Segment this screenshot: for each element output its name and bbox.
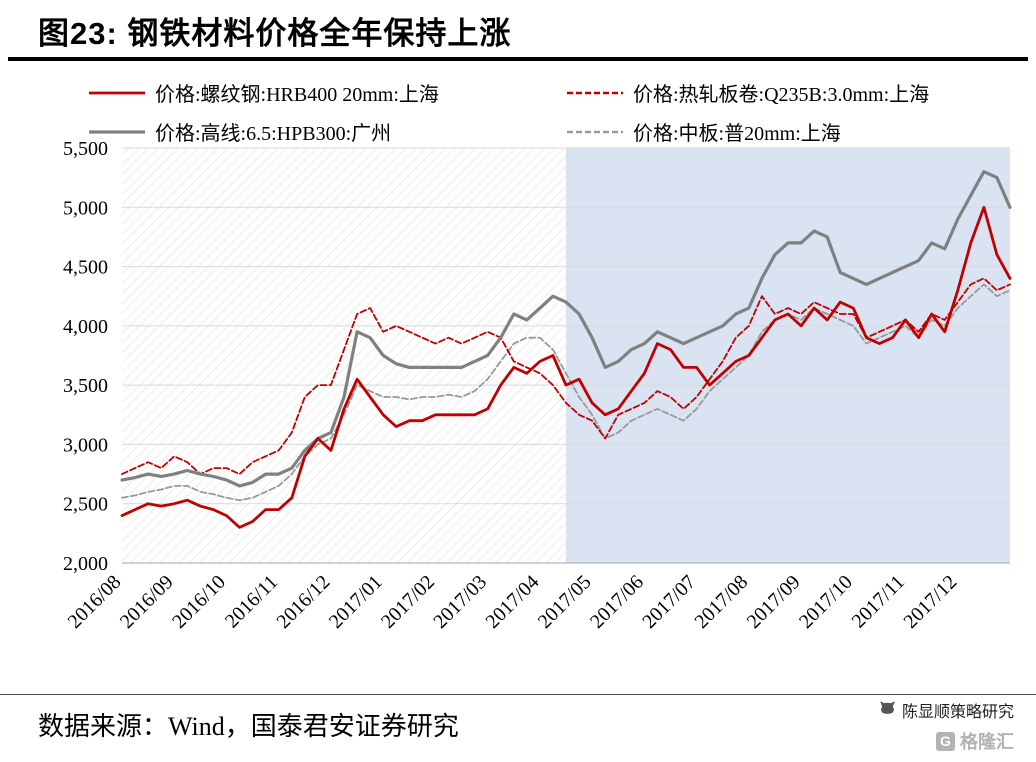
svg-text:2017/02: 2017/02 [377,571,439,633]
page-title: 图23: 钢铁材料价格全年保持上涨 [38,16,512,51]
svg-text:2017/10: 2017/10 [795,571,857,633]
legend-swatch [567,130,623,133]
svg-text:2017/04: 2017/04 [482,571,544,633]
watermark-author-label: 陈显顺策略研究 [901,704,1014,721]
svg-text:3,000: 3,000 [63,434,108,456]
legend-swatch [89,129,145,134]
legend-label: 价格:中板:普20mm:上海 [633,123,841,145]
line-chart: 2,000 2,500 3,000 3,500 4,000 4,500 5,000 5,500… [63,138,1012,633]
svg-text:2016/11: 2016/11 [221,571,282,632]
svg-text:3,500: 3,500 [63,375,108,397]
gelonghui-logo-icon: G [936,731,955,751]
legend-swatch [89,91,145,94]
chart-legend: 价格:螺纹钢:HRB400 20mm:上海 价格:热轧板卷:Q235B:3.0mm… [88,78,1018,146]
svg-text:2017/01: 2017/01 [325,571,387,633]
title-divider [8,57,1028,61]
svg-text:2017/07: 2017/07 [638,571,700,633]
svg-text:2,000: 2,000 [63,553,108,575]
svg-text:2016/09: 2016/09 [116,571,178,633]
svg-text:2017/08: 2017/08 [690,571,752,633]
svg-text:4,000: 4,000 [63,316,108,338]
legend-label: 价格:热轧板卷:Q235B:3.0mm:上海 [633,84,930,106]
svg-text:2017/05: 2017/05 [534,571,596,633]
svg-text:2017/06: 2017/06 [586,571,648,633]
svg-text:2016/10: 2016/10 [168,571,230,633]
data-source-text: 数据来源：Wind，国泰君安证券研究 [38,712,459,741]
legend-label: 价格:螺纹钢:HRB400 20mm:上海 [155,84,439,106]
svg-text:2,500: 2,500 [63,494,108,516]
svg-text:2016/12: 2016/12 [273,571,335,633]
svg-text:2017/03: 2017/03 [429,571,491,633]
x-axis-labels: 2016/082016/092016/102016/112016/122017/… [64,571,962,633]
legend-swatch [567,91,623,94]
svg-text:2016/08: 2016/08 [64,571,126,633]
svg-text:2017/09: 2017/09 [743,571,805,633]
legend-item-3: 价格:中板:普20mm:上海 [566,117,1018,146]
series-line-3 [121,283,1011,502]
legend-item-0: 价格:螺纹钢:HRB400 20mm:上海 [88,78,556,107]
watermark: 陈显顺策略研究 G 格隆汇 [879,698,1014,754]
shaded-region [566,148,1010,563]
legend-item-2: 价格:高线:6.5:HPB300:广州 [88,117,556,146]
plot-background [122,148,1010,563]
svg-text:5,000: 5,000 [63,197,108,219]
footer-divider [0,694,1036,695]
legend-item-1: 价格:热轧板卷:Q235B:3.0mm:上海 [566,78,1018,107]
hatched-region [122,148,566,563]
cat-icon [879,700,896,720]
svg-text:4,500: 4,500 [63,257,108,279]
watermark-logo: G 格隆汇 [879,728,1014,754]
series-line-2 [120,170,1012,488]
y-axis-labels: 2,000 2,500 3,000 3,500 4,000 4,500 5,000 5,500 [63,138,108,575]
series-line-0 [120,205,1012,529]
legend-label: 价格:高线:6.5:HPB300:广州 [155,123,392,145]
svg-text:5,500: 5,500 [63,138,108,160]
svg-text:2017/11: 2017/11 [848,571,909,632]
svg-text:2017/12: 2017/12 [899,571,961,633]
watermark-logo-label: 格隆汇 [960,732,1014,752]
watermark-author: 陈显顺策略研究 [879,698,1014,722]
